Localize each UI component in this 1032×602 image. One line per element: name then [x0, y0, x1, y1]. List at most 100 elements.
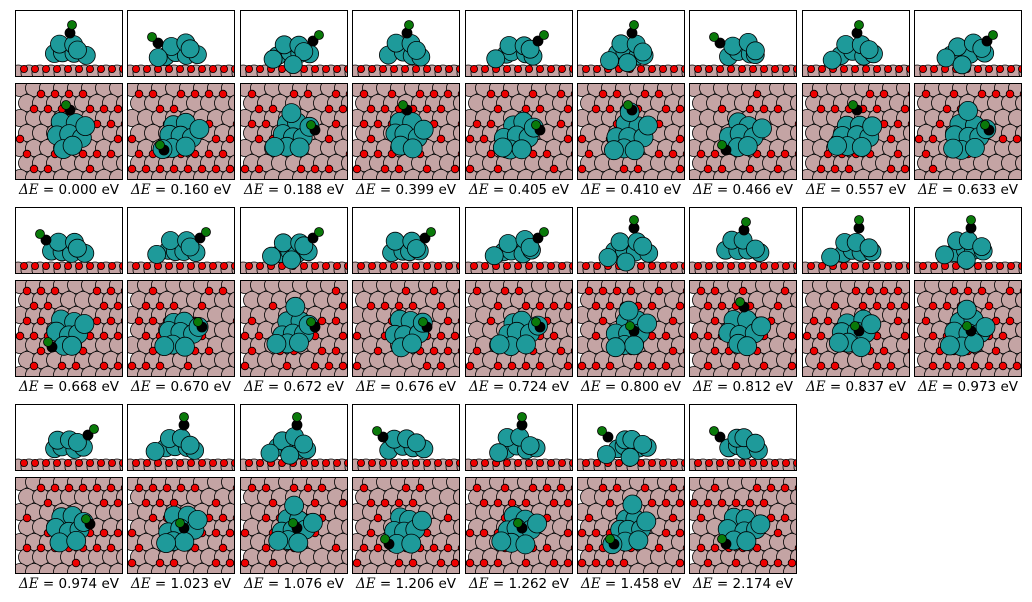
oxygen-atom	[654, 286, 664, 296]
support-atom	[221, 366, 234, 376]
oxygen-atom	[366, 134, 376, 144]
top-view-render	[241, 281, 347, 376]
oxygen-atom	[50, 89, 60, 99]
oxygen-atom	[605, 558, 615, 568]
oxygen-atom	[345, 151, 347, 157]
oxygen-atom	[1019, 91, 1021, 97]
metal-atom	[940, 335, 960, 356]
oxygen-atom	[408, 558, 418, 568]
oxygen-atom	[536, 459, 545, 468]
oxygen-atom	[582, 459, 590, 468]
support-atom	[1015, 291, 1021, 309]
metal-atom	[401, 533, 422, 554]
metal-atom	[402, 138, 423, 159]
support-atom	[1008, 336, 1021, 354]
oxygen-atom	[241, 528, 250, 538]
carbon-atom	[714, 37, 726, 49]
metal-atom	[737, 136, 758, 156]
support-atom	[341, 124, 347, 142]
oxygen-atom	[612, 483, 622, 493]
oxygen-atom	[872, 104, 882, 114]
oxygen-atom	[584, 149, 594, 159]
oxygen-atom	[563, 104, 572, 114]
oxygen-atom	[682, 348, 684, 354]
oxygen-atom	[694, 459, 702, 468]
oxygen-atom	[690, 331, 699, 341]
oxygen-atom	[500, 89, 510, 99]
metal-atom	[746, 239, 765, 259]
top-view-panel	[352, 477, 460, 574]
energy-value: = 0.410	[600, 182, 664, 198]
oxygen-atom	[322, 262, 331, 271]
top-view-render	[915, 281, 1021, 376]
support-atom	[566, 154, 572, 172]
oxygen-atom	[794, 348, 796, 354]
oxygen-atom	[738, 65, 747, 74]
side-view-render	[128, 32, 234, 76]
oxygen-atom	[816, 361, 826, 371]
side-view-panel	[240, 207, 348, 274]
metal-atom	[161, 231, 180, 250]
metal-atom	[260, 443, 280, 463]
carbon-atom	[532, 35, 544, 47]
oxygen-atom	[486, 89, 496, 99]
oxygen-atom	[591, 528, 601, 538]
energy-value: = 1.262	[488, 576, 552, 592]
oxygen-atom	[668, 316, 678, 326]
metal-atom	[49, 232, 68, 252]
metal-atom	[407, 433, 426, 453]
energy-unit: eV	[888, 182, 906, 198]
oxygen-atom	[412, 65, 421, 74]
oxygen-atom	[106, 543, 116, 553]
oxygen-atom	[886, 301, 896, 311]
energy-label: ΔE = 0.405 eV	[445, 182, 593, 198]
adsorbate-atom	[717, 140, 727, 150]
oxygen-atom	[1012, 361, 1021, 371]
oxygen-atom	[366, 104, 376, 114]
metal-atom	[62, 335, 82, 356]
oxygen-atom	[500, 286, 510, 296]
oxygen-atom	[525, 65, 534, 74]
oxygen-atom	[92, 149, 102, 159]
oxygen-atom	[556, 119, 566, 129]
oxygen-atom	[823, 316, 833, 326]
energy-value: = 0.633	[937, 182, 1001, 198]
oxygen-atom	[344, 262, 347, 270]
energy-symbol: ΔE	[19, 379, 39, 395]
support-atom	[334, 563, 347, 573]
oxygen-atom	[436, 558, 446, 568]
metal-atom	[520, 238, 540, 257]
oxygen-atom	[176, 483, 186, 493]
oxygen-atom	[592, 262, 601, 271]
adsorbate-atom	[372, 426, 382, 436]
side-view-render	[915, 30, 1021, 76]
oxygen-atom	[204, 286, 214, 296]
oxygen-atom	[591, 104, 601, 114]
support-atom	[228, 351, 234, 369]
energy-label: ΔE = 0.466 eV	[669, 182, 817, 198]
energy-value: = 0.800	[600, 379, 664, 395]
oxygen-atom	[675, 104, 684, 114]
oxygen-atom	[528, 483, 538, 493]
adsorbate-atom	[629, 215, 639, 225]
oxygen-atom	[148, 513, 158, 523]
adsorbate-atom	[988, 30, 998, 40]
oxygen-atom	[998, 134, 1008, 144]
top-view-panel	[577, 83, 685, 180]
oxygen-atom	[830, 164, 840, 174]
energy-label: ΔE = 0.724 eV	[445, 379, 593, 395]
oxygen-atom	[456, 459, 459, 467]
carbon-atom	[377, 431, 389, 443]
oxygen-atom	[128, 134, 137, 144]
oxygen-atom	[900, 301, 909, 311]
metal-atom	[746, 433, 765, 453]
oxygen-atom	[310, 361, 320, 371]
energy-symbol: ΔE	[806, 182, 826, 198]
top-view-panel	[240, 477, 348, 574]
oxygen-atom	[394, 498, 404, 508]
adsorbate-atom	[539, 30, 549, 40]
oxygen-atom	[245, 459, 253, 468]
energy-symbol: ΔE	[693, 576, 713, 592]
oxygen-atom	[187, 65, 196, 74]
oxygen-atom	[220, 65, 229, 74]
